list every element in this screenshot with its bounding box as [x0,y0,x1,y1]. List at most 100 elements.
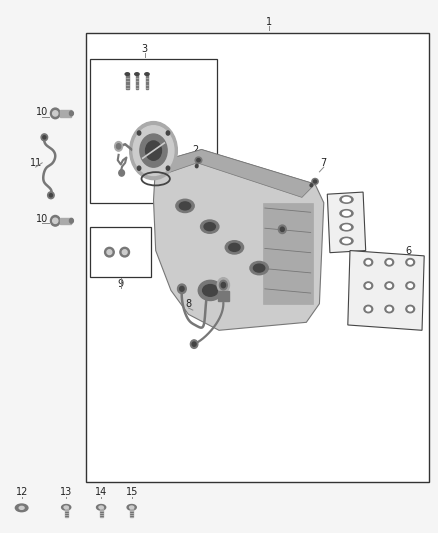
Ellipse shape [145,141,162,160]
Ellipse shape [340,223,353,231]
Ellipse shape [107,250,112,255]
Ellipse shape [180,286,184,291]
Text: 13: 13 [60,488,72,497]
Ellipse shape [364,282,373,289]
Ellipse shape [221,282,226,288]
Ellipse shape [314,180,317,183]
Bar [218,292,229,301]
Ellipse shape [64,506,68,508]
Text: 4: 4 [286,222,292,232]
Ellipse shape [343,197,350,201]
Ellipse shape [364,305,373,313]
Ellipse shape [366,284,371,287]
Ellipse shape [179,202,191,210]
Ellipse shape [198,280,222,301]
Polygon shape [155,150,315,197]
Ellipse shape [406,259,415,266]
Ellipse shape [406,305,415,313]
Bar [60,110,71,117]
Ellipse shape [387,284,392,287]
Ellipse shape [43,136,46,139]
Polygon shape [348,251,424,330]
Ellipse shape [53,111,58,116]
Text: 1: 1 [266,17,272,27]
Ellipse shape [119,169,124,176]
Ellipse shape [145,72,149,75]
Ellipse shape [176,199,194,213]
Ellipse shape [166,166,170,170]
Ellipse shape [387,307,392,311]
Ellipse shape [408,261,413,264]
Ellipse shape [50,108,60,119]
Ellipse shape [280,227,284,231]
Ellipse shape [217,278,230,293]
Ellipse shape [122,250,127,255]
Text: 7: 7 [321,158,327,168]
Ellipse shape [105,247,114,257]
Ellipse shape [254,264,265,272]
Ellipse shape [140,134,167,167]
Ellipse shape [406,282,415,289]
Text: 12: 12 [15,488,28,497]
Polygon shape [327,192,366,253]
Bar [145,74,148,88]
Ellipse shape [343,239,350,243]
Text: 3: 3 [142,44,148,53]
Ellipse shape [41,134,48,141]
Ellipse shape [310,184,313,187]
Ellipse shape [125,72,130,75]
Ellipse shape [138,166,141,170]
Text: 14: 14 [95,488,107,497]
Ellipse shape [312,179,318,184]
Ellipse shape [15,504,28,512]
Ellipse shape [340,209,353,217]
Ellipse shape [130,506,134,508]
Ellipse shape [385,259,394,266]
Polygon shape [153,150,324,330]
Ellipse shape [62,505,71,510]
Ellipse shape [385,305,394,313]
Ellipse shape [195,165,198,168]
Ellipse shape [138,131,141,135]
Bar [130,507,133,517]
Text: 11: 11 [29,158,42,168]
Ellipse shape [279,225,286,233]
Bar [86,33,428,482]
Ellipse shape [115,142,123,151]
Ellipse shape [50,215,60,226]
Ellipse shape [96,505,106,510]
Ellipse shape [19,506,24,510]
Ellipse shape [229,244,240,252]
Ellipse shape [127,505,136,510]
Text: 9: 9 [118,279,124,288]
Ellipse shape [408,307,413,311]
Ellipse shape [219,280,227,290]
Ellipse shape [70,219,74,223]
Ellipse shape [192,342,196,346]
Ellipse shape [120,247,130,257]
Text: 10: 10 [36,107,48,117]
Ellipse shape [135,72,139,75]
Ellipse shape [250,262,268,274]
Ellipse shape [340,196,353,203]
Ellipse shape [70,111,74,116]
Ellipse shape [197,159,200,161]
Bar [90,59,217,203]
Text: 8: 8 [185,298,191,309]
Ellipse shape [177,284,186,294]
Text: 6: 6 [406,246,412,255]
Ellipse shape [225,241,244,254]
Ellipse shape [48,192,54,199]
Bar [263,203,313,304]
Ellipse shape [49,193,53,197]
Bar [135,74,138,88]
Ellipse shape [53,218,58,223]
Ellipse shape [366,307,371,311]
Ellipse shape [343,225,350,229]
Ellipse shape [133,126,174,175]
Text: 5: 5 [351,208,357,219]
Ellipse shape [340,237,353,245]
Bar [65,507,68,517]
Ellipse shape [204,223,215,231]
Ellipse shape [201,220,219,233]
